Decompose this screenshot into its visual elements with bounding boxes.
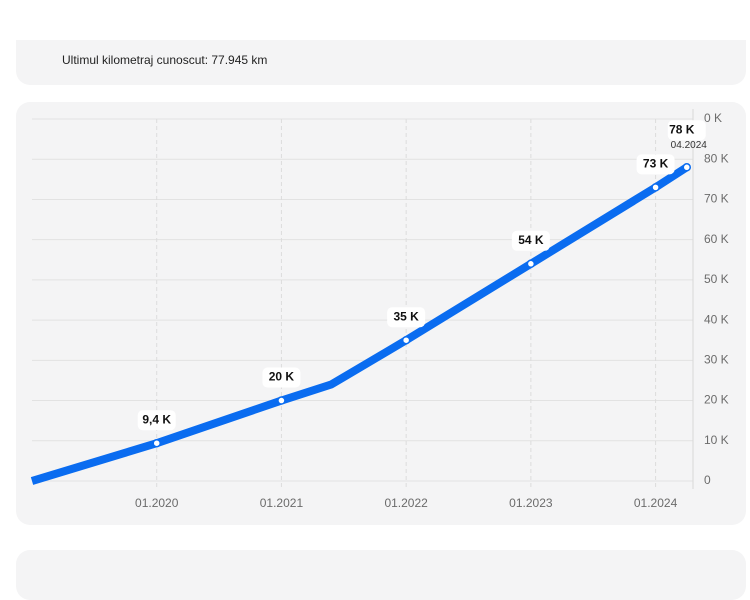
point xyxy=(401,335,411,345)
x-tick-label: 01.2024 xyxy=(634,496,678,510)
point-date: 04.2024 xyxy=(671,140,708,151)
value-label: 78 K xyxy=(669,122,695,136)
mileage-line xyxy=(30,163,689,485)
y-tick-label: 50 K xyxy=(704,272,729,286)
value-label: 20 K xyxy=(269,370,295,384)
y-tick-label: 80 K xyxy=(704,151,729,165)
label-box xyxy=(137,410,176,431)
point xyxy=(152,438,161,448)
y-tick-label: 40 K xyxy=(704,312,729,326)
x-tick-label: 01.2021 xyxy=(260,496,304,510)
y-tick-label: 10 K xyxy=(704,433,729,447)
label-box xyxy=(387,307,426,328)
point xyxy=(277,396,286,405)
label-box xyxy=(262,367,301,388)
value-label: 54 K xyxy=(518,233,544,247)
y-tick-label: 20 K xyxy=(704,393,729,407)
point xyxy=(526,259,536,269)
x-tick-label: 01.2022 xyxy=(384,496,428,510)
y-tick-label: 60 K xyxy=(704,232,729,246)
info-card xyxy=(16,40,746,85)
chart-card xyxy=(16,102,746,525)
y-tick-label: 0 xyxy=(704,473,711,487)
point xyxy=(651,183,660,192)
label-box xyxy=(667,120,706,141)
value-label: 9,4 K xyxy=(142,412,171,426)
y-tick-label: 30 K xyxy=(704,353,729,367)
x-tick-label: 01.2023 xyxy=(509,496,553,510)
y-tick-label: 0 K xyxy=(704,111,722,125)
y-tick-label: 70 K xyxy=(704,192,729,206)
last-mileage: Ultimul kilometraj cunoscut: 77.945 km xyxy=(62,53,268,67)
label-box xyxy=(636,154,675,175)
x-tick-label: 01.2020 xyxy=(135,496,179,510)
point xyxy=(682,163,692,172)
value-label: 35 K xyxy=(393,309,419,323)
value-label: 73 K xyxy=(643,157,669,171)
next-card xyxy=(16,550,746,600)
label-box xyxy=(511,230,550,251)
